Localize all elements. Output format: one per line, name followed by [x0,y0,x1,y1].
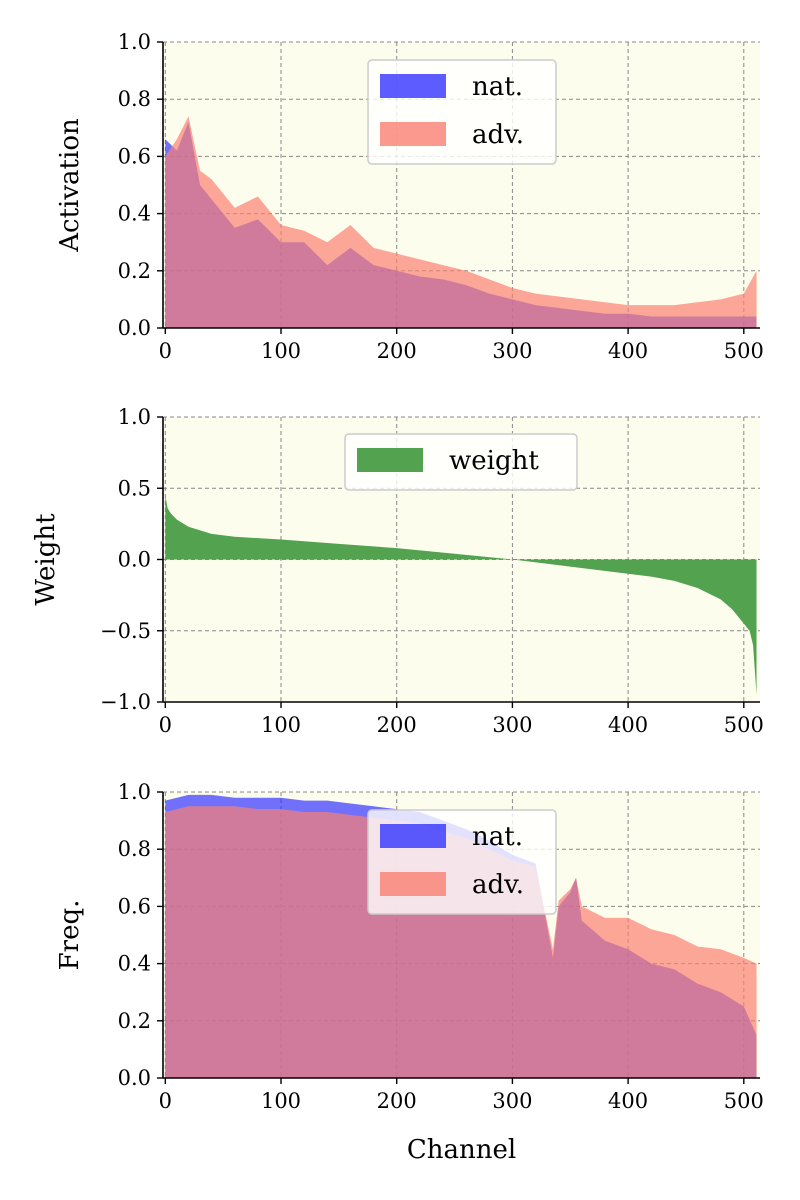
x-tick-label: 0 [159,1089,172,1113]
legend: nat. adv. [367,59,557,165]
x-tick-label: 300 [492,713,532,737]
y-tick-label: 0.2 [118,259,151,283]
area-series-weight [165,495,757,695]
y-axis-label: Freq. [55,900,85,971]
legend-swatch [380,74,446,98]
legend-swatch [380,872,446,896]
x-tick-label: 400 [608,713,648,737]
legend-swatch [380,122,446,146]
x-tick-label: 100 [261,339,301,363]
y-tick-label: 0.4 [118,952,151,976]
y-tick-label: 0.2 [118,1009,151,1033]
y-tick-label: 0.6 [118,144,151,168]
chart-panel-1: 0 100 200 300 400 500 0.0 0.2 0.4 0.6 0.8 1.0 Activa… [55,30,764,363]
y-tick-label: 1.0 [118,780,151,804]
chart-panel-2: 0 100 200 300 400 500 −1.0 −0.5 0.0 0.5 1.0 Weight w… [31,405,764,737]
y-axis-label: Weight [31,513,61,606]
x-axis-label: Channel [407,1135,516,1165]
y-tick-label: −1.0 [100,690,151,714]
y-tick-label: 0.5 [118,476,151,500]
y-axis-label: Activation [55,118,85,253]
x-tick-label: 100 [261,1089,301,1113]
legend-label: adv. [472,870,524,900]
area-series-adv [165,116,757,328]
y-tick-label: 0.4 [118,202,151,226]
legend-label: nat. [472,822,523,852]
legend-swatch [357,448,423,472]
x-tick-label: 500 [724,713,764,737]
x-tick-label: 100 [261,713,301,737]
y-tick-label: 0.8 [118,837,151,861]
y-tick-label: 0.0 [118,316,151,340]
x-tick-label: 500 [724,1089,764,1113]
legend: weight [344,433,578,491]
legend-label: nat. [472,72,523,102]
area-series-adv [165,806,757,1078]
chart-panel-3: 0 100 200 300 400 500 0.0 0.2 0.4 0.6 0.8 1.0 Freq. C… [55,780,764,1165]
x-tick-label: 200 [377,339,417,363]
x-tick-label: 0 [159,339,172,363]
y-tick-label: 0.8 [118,87,151,111]
x-tick-label: 500 [724,339,764,363]
legend-label: weight [449,446,539,476]
x-tick-label: 200 [377,1089,417,1113]
x-tick-label: 300 [492,1089,532,1113]
x-tick-label: 200 [377,713,417,737]
legend-swatch [380,824,446,848]
y-tick-label: 1.0 [118,30,151,54]
x-tick-label: 0 [159,713,172,737]
legend-label: adv. [472,120,524,150]
y-tick-label: −0.5 [100,619,151,643]
y-tick-label: 1.0 [118,405,151,429]
y-tick-label: 0.6 [118,894,151,918]
y-tick-label: 0.0 [118,548,151,572]
x-tick-label: 400 [608,339,648,363]
legend: nat. adv. [367,809,557,915]
y-tick-label: 0.0 [118,1066,151,1090]
x-tick-label: 400 [608,1089,648,1113]
x-tick-label: 300 [492,339,532,363]
